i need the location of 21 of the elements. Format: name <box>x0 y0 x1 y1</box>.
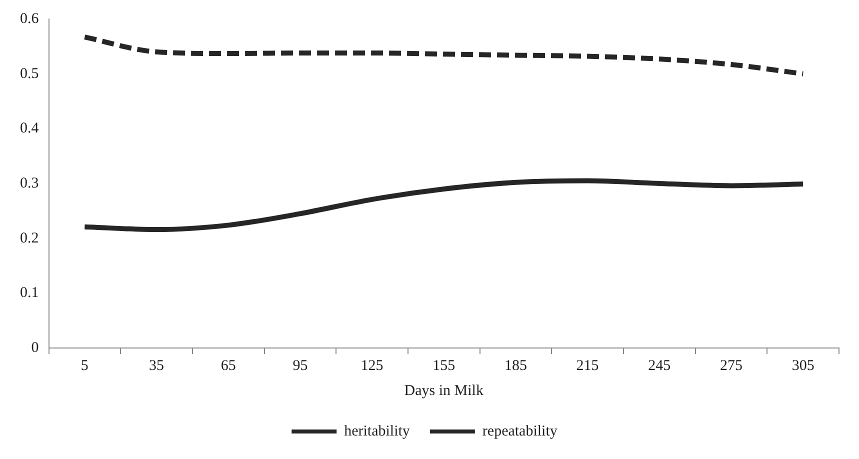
x-tick-label: 305 <box>792 358 814 374</box>
y-tick-label: 0.2 <box>20 230 39 246</box>
x-tick-label: 185 <box>504 358 527 374</box>
x-tick-label: 95 <box>292 358 308 374</box>
y-tick-label: 0.6 <box>20 10 40 27</box>
y-tick-label: 0.3 <box>20 175 39 192</box>
x-tick-label: 65 <box>220 358 236 374</box>
x-tick-label: 5 <box>80 358 88 374</box>
y-tick-label: 0.1 <box>20 285 39 302</box>
x-tick-label: 215 <box>576 358 599 374</box>
y-tick-label: 0.4 <box>20 120 40 137</box>
y-tick-label: 0 <box>31 340 39 356</box>
x-axis-title: Days in Milk <box>404 382 484 399</box>
legend-label: repeatability <box>482 423 558 440</box>
x-tick-label: 125 <box>360 358 384 374</box>
x-tick-label: 155 <box>432 358 456 374</box>
x-tick-label: 35 <box>149 358 164 374</box>
y-tick-label: 0.5 <box>20 66 39 82</box>
legend-label: heritability <box>344 423 410 440</box>
x-tick-label: 245 <box>648 358 671 374</box>
x-tick-label: 275 <box>720 358 742 374</box>
